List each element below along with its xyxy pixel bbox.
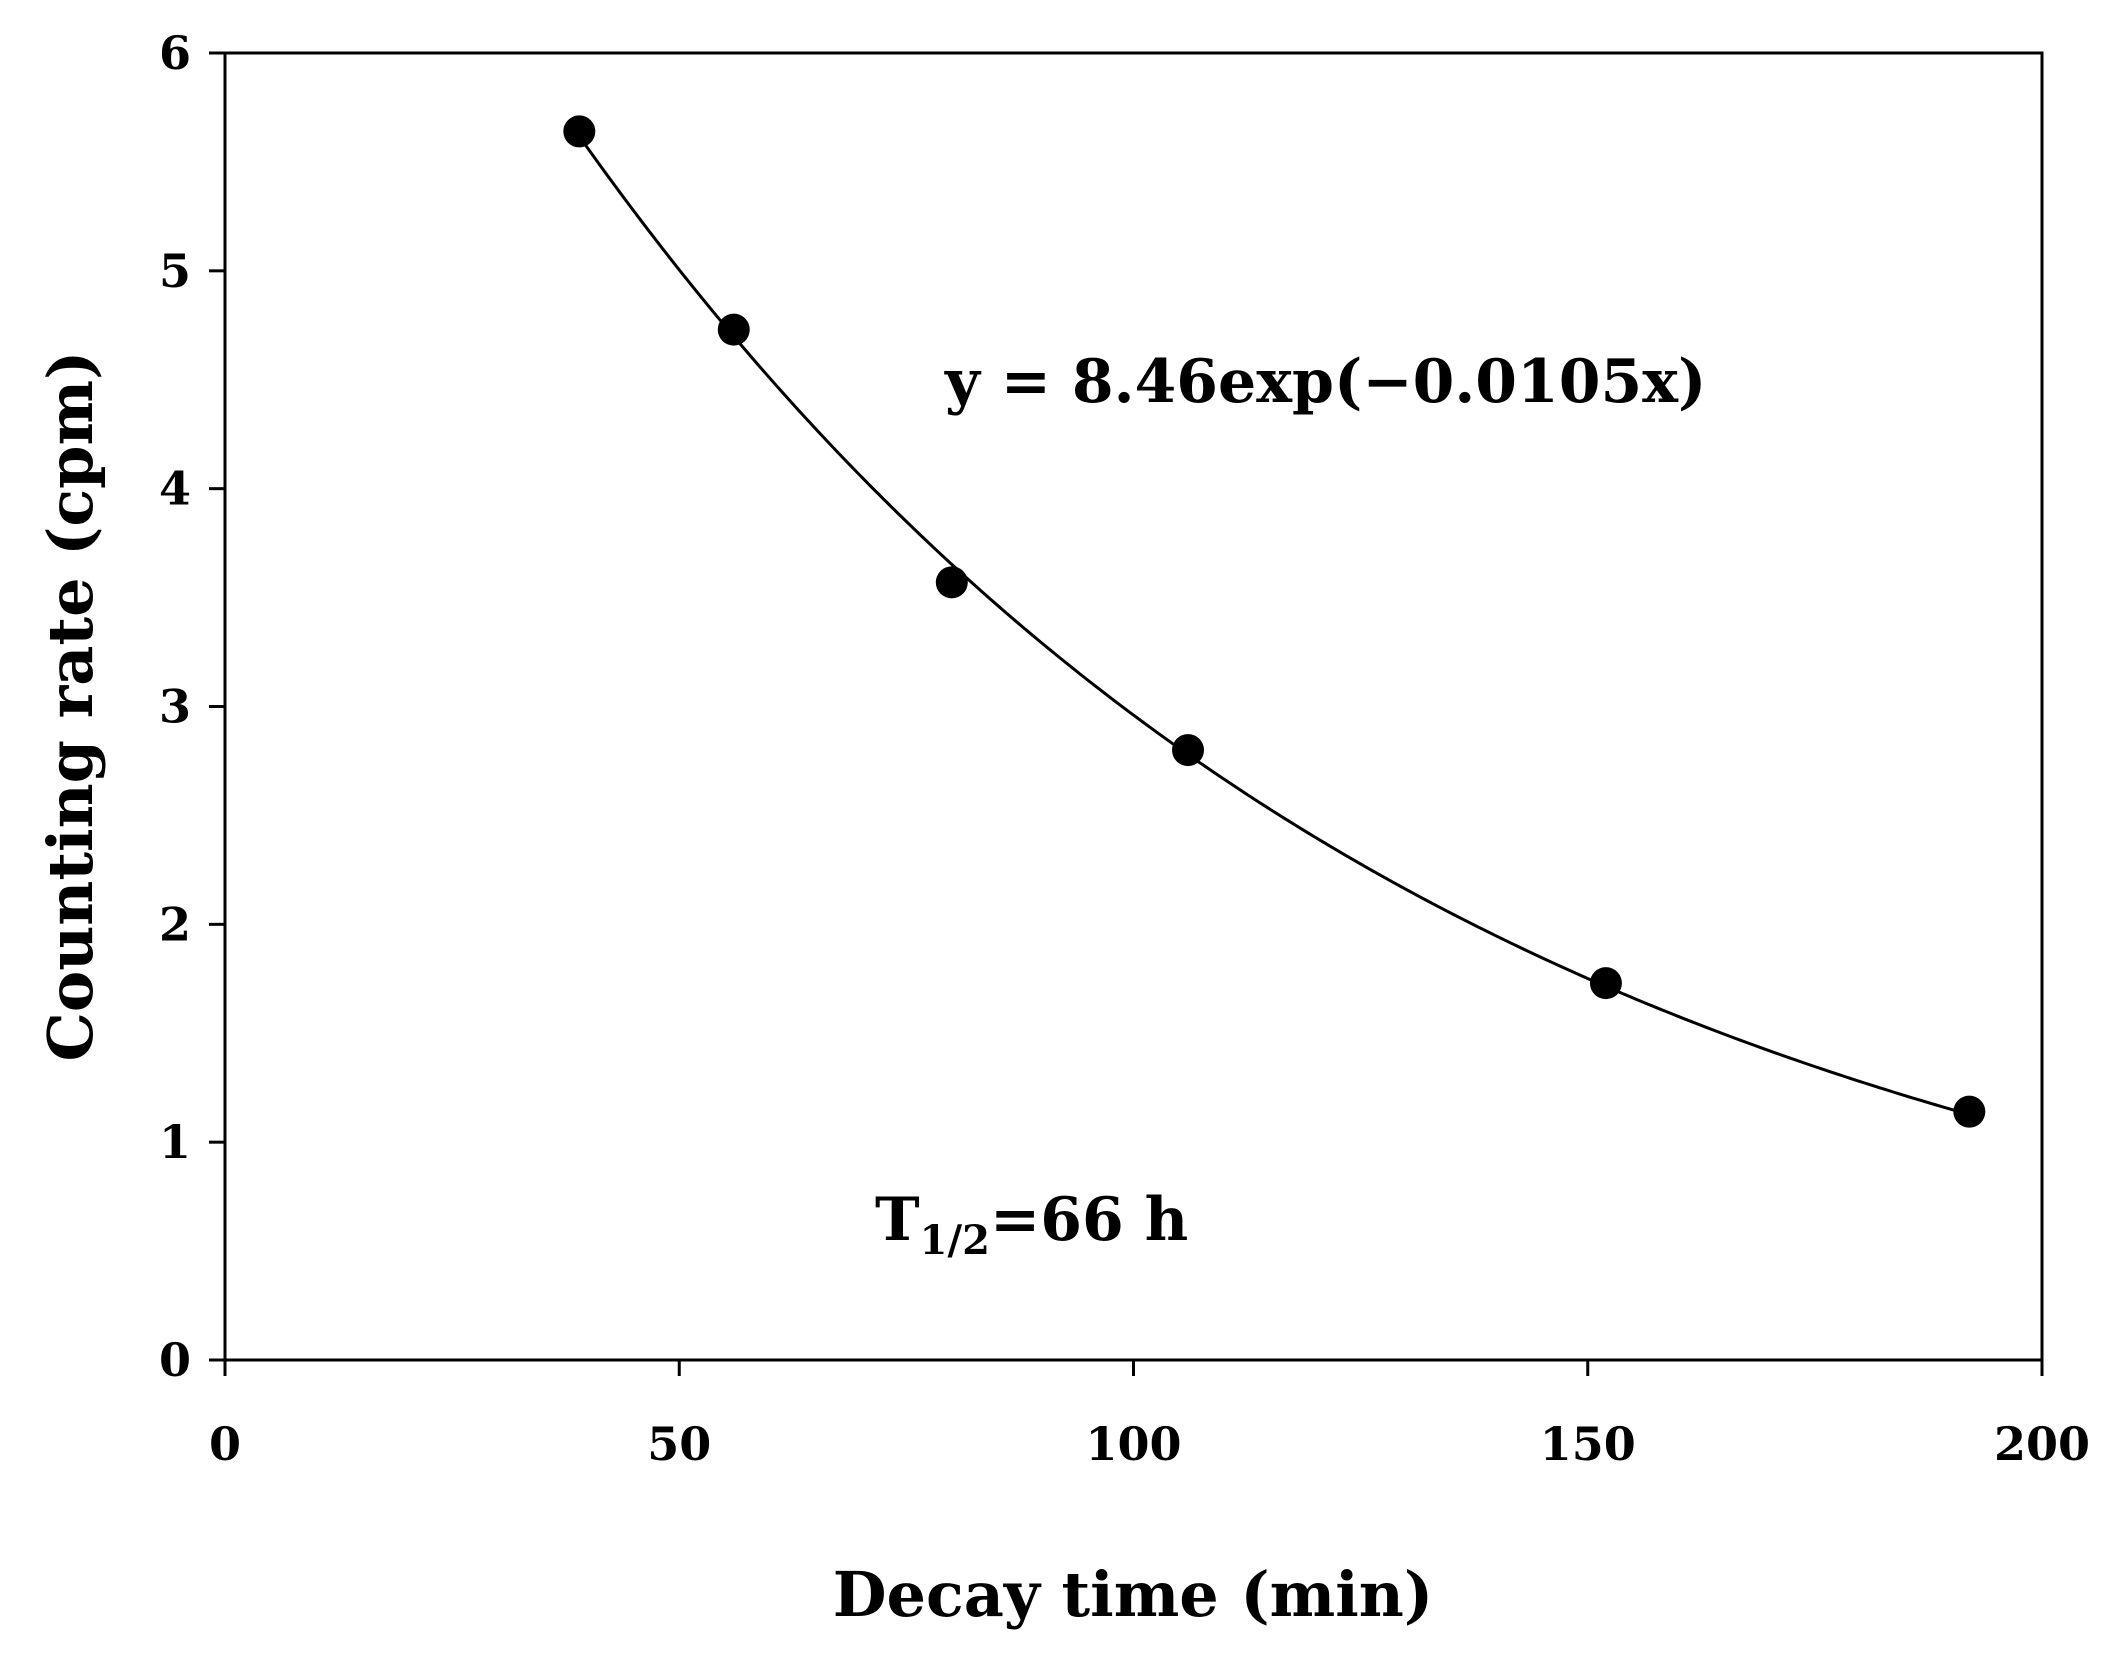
plot-frame: [223, 51, 2044, 1362]
half-life-value: =66 h: [990, 1185, 1188, 1255]
y-tick-label: 2: [159, 897, 191, 951]
y-tick-label: 5: [159, 244, 191, 298]
x-axis: 0 50 100 150 200: [209, 1360, 2090, 1471]
half-life-annotation: T1/2=66 h: [875, 1185, 1188, 1264]
data-point: [563, 115, 596, 148]
data-point: [1953, 1095, 1986, 1128]
fit-curve: [578, 135, 1970, 1116]
y-tick-label: 6: [159, 26, 191, 80]
y-tick-label: 3: [159, 680, 191, 734]
y-axis-title: Counting rate (cpm): [34, 351, 107, 1062]
x-axis-title: Decay time (min): [833, 1558, 1433, 1631]
data-point: [717, 313, 750, 346]
data-point: [1172, 734, 1205, 767]
x-tick-label: 50: [647, 1417, 711, 1471]
x-tick-label: 200: [1994, 1417, 2090, 1471]
half-life-symbol: T: [875, 1185, 920, 1255]
y-axis: 0 1 2 3 4 5 6: [159, 26, 225, 1387]
y-tick-label: 4: [159, 462, 191, 516]
equation-annotation: y = 8.46exp(−0.0105x): [944, 347, 1706, 417]
y-tick-label: 1: [159, 1115, 191, 1169]
half-life-subscript: 1/2: [920, 1217, 990, 1264]
data-points: [563, 115, 1986, 1128]
y-tick-label: 0: [159, 1333, 191, 1387]
x-tick-label: 100: [1085, 1417, 1181, 1471]
data-point: [935, 566, 968, 599]
x-tick-label: 0: [209, 1417, 241, 1471]
data-point: [1589, 967, 1622, 1000]
x-tick-label: 150: [1540, 1417, 1636, 1471]
